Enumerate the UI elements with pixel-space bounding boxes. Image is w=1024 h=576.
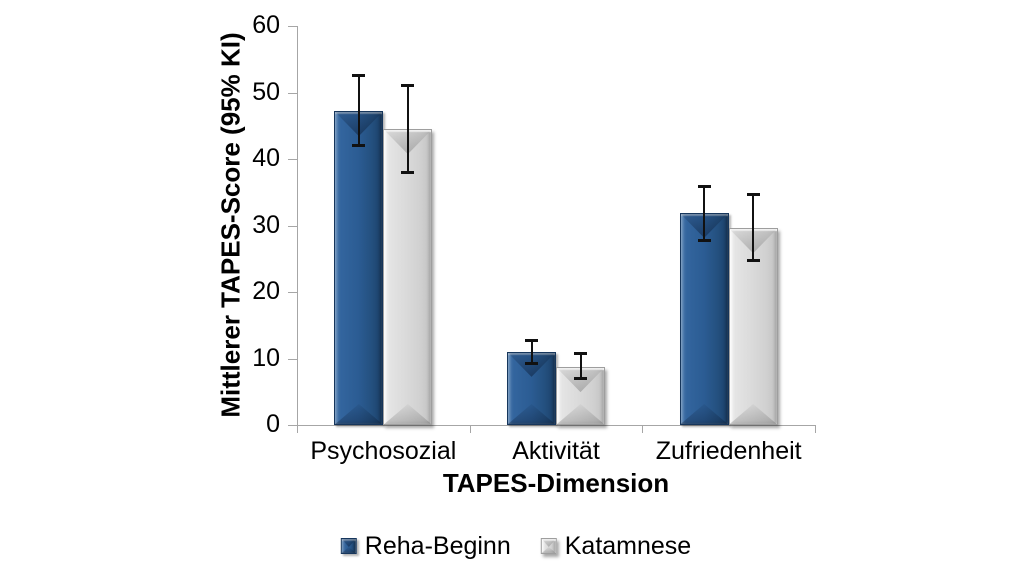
error-bar-katamnese-aktivität bbox=[574, 352, 587, 380]
x-axis-line bbox=[297, 425, 816, 426]
legend-item-reha-beginn: Reha-Beginn bbox=[340, 532, 511, 560]
y-tick-label: 50 bbox=[252, 78, 280, 106]
y-tick-label: 20 bbox=[252, 277, 280, 305]
y-tick bbox=[288, 292, 297, 293]
y-tick-label: 0 bbox=[266, 410, 280, 438]
error-bar-reha-beginn-aktivität bbox=[525, 339, 538, 365]
x-axis-title: TAPES-Dimension bbox=[442, 468, 670, 498]
x-tick bbox=[642, 425, 643, 433]
legend-marker-katamnese bbox=[540, 538, 557, 554]
error-bar-reha-beginn-psychosozial bbox=[352, 74, 366, 148]
error-bar-katamnese-psychosozial bbox=[401, 84, 415, 174]
error-bar-katamnese-zufriedenheit bbox=[746, 192, 760, 263]
legend-label-katamnese: Katamnese bbox=[564, 532, 692, 560]
category-label-psychosozial: Psychosozial bbox=[310, 437, 457, 465]
bar-reha-beginn-psychosozial bbox=[334, 111, 384, 425]
bar-katamnese-psychosozial bbox=[383, 129, 433, 425]
x-tick bbox=[470, 425, 471, 433]
y-tick-label: 60 bbox=[252, 11, 280, 39]
legend-item-katamnese: Katamnese bbox=[540, 532, 692, 560]
legend-marker-reha-beginn bbox=[340, 538, 357, 554]
legend: Reha-Beginn Katamnese bbox=[340, 532, 692, 560]
y-tick bbox=[288, 26, 297, 27]
y-tick bbox=[288, 159, 297, 160]
y-tick-label: 30 bbox=[252, 211, 280, 239]
error-bar-reha-beginn-zufriedenheit bbox=[697, 184, 711, 242]
y-tick-label: 10 bbox=[252, 344, 280, 372]
x-tick bbox=[297, 425, 298, 433]
bar-reha-beginn-zufriedenheit bbox=[679, 212, 729, 425]
y-tick bbox=[288, 425, 297, 426]
legend-label-reha-beginn: Reha-Beginn bbox=[364, 532, 511, 560]
y-axis-line bbox=[297, 26, 298, 425]
category-label-aktivität: Aktivität bbox=[512, 437, 600, 465]
y-tick bbox=[288, 93, 297, 94]
x-tick bbox=[815, 425, 816, 433]
y-tick bbox=[288, 226, 297, 227]
y-tick-label: 40 bbox=[252, 144, 280, 172]
category-label-zufriedenheit: Zufriedenheit bbox=[655, 437, 802, 465]
y-tick bbox=[288, 359, 297, 360]
